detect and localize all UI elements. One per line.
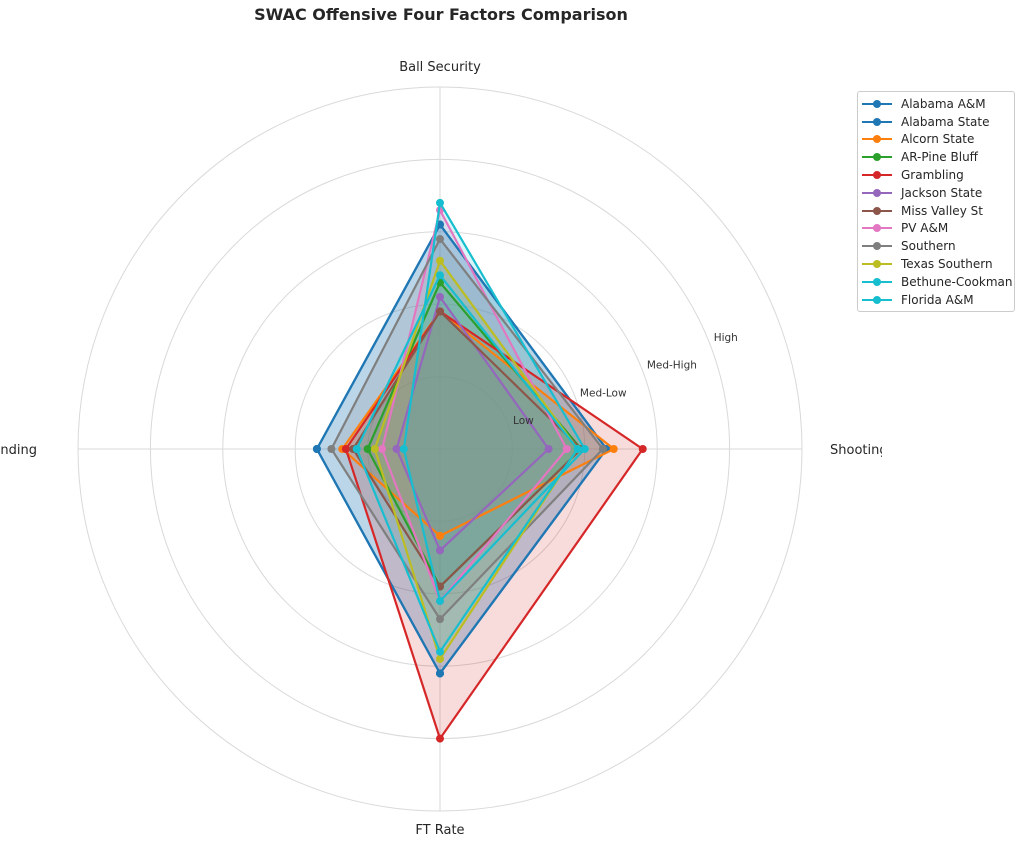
legend-label: PV A&M [901, 221, 949, 236]
legend-swatch [862, 116, 892, 128]
data-point [352, 445, 361, 453]
axis-label: Ball Security [399, 60, 481, 75]
data-point [436, 669, 444, 678]
legend-swatch [862, 98, 892, 110]
axis-labels: Shooting Ball Security Off Rebounding FT Ra… [0, 60, 882, 838]
axis-label: Shooting [830, 443, 882, 458]
legend-item: PV A&M [858, 220, 1014, 238]
legend-swatch [862, 187, 892, 199]
data-point [436, 271, 444, 280]
data-point [363, 445, 372, 453]
data-point [370, 445, 379, 453]
axis-label: Off Rebounding [0, 443, 37, 458]
legend-label: Bethune-Cookman [901, 274, 1013, 289]
legend-label: Alcorn State [901, 132, 975, 147]
data-point [598, 445, 607, 453]
data-point [544, 445, 553, 453]
legend-item: Miss Valley St [858, 202, 1014, 220]
legend-label: Jackson State [901, 185, 983, 200]
data-point [562, 445, 571, 453]
data-point [436, 198, 444, 207]
legend-label: AR-Pine Bluff [901, 150, 978, 165]
chart-title: SWAC Offensive Four Factors Comparison [254, 5, 628, 24]
legend-label: Alabama State [901, 114, 990, 129]
legend-label: Florida A&M [901, 292, 974, 307]
data-point [609, 445, 618, 453]
data-point [327, 445, 336, 453]
data-point [436, 654, 444, 663]
series-area [356, 275, 578, 652]
data-point [341, 445, 350, 453]
data-point [638, 445, 647, 453]
legend-swatch [862, 205, 892, 217]
legend-item: Southern [858, 237, 1014, 255]
legend: Alabama A&M Alabama State Alcorn State AR-P… [857, 91, 1015, 312]
legend-swatch [862, 222, 892, 234]
legend-item: AR-Pine Bluff [858, 148, 1014, 166]
legend-item: Bethune-Cookman [858, 273, 1014, 291]
legend-item: Alabama A&M [858, 95, 1014, 113]
legend-label: Alabama A&M [901, 96, 986, 111]
grid [77, 86, 803, 812]
data-point [436, 647, 444, 656]
legend-item: Alabama State [858, 113, 1014, 131]
series-area [345, 311, 643, 739]
radar-chart: Low Med-Low Med-High High Shooting Ball Secur… [0, 60, 882, 838]
series-area [403, 202, 585, 602]
legend-swatch [862, 276, 892, 288]
data-point [436, 546, 444, 555]
legend-swatch [862, 240, 892, 252]
legend-item: Florida A&M [858, 291, 1014, 309]
legend-label: Grambling [901, 168, 964, 183]
series-area [353, 311, 582, 587]
ring-labels: Low Med-Low Med-High High [513, 332, 738, 427]
legend-swatch [862, 133, 892, 145]
data-point [378, 445, 387, 453]
legend-item: Jackson State [858, 184, 1014, 202]
data-point [436, 531, 444, 540]
legend-swatch [862, 258, 892, 270]
data-point [312, 445, 321, 453]
legend-item: Texas Southern [858, 255, 1014, 273]
data-point [436, 292, 444, 301]
series-area [396, 297, 549, 551]
data-point [436, 734, 444, 743]
series-area [367, 282, 582, 587]
data-point [436, 307, 444, 316]
data-point [436, 256, 444, 265]
legend-swatch [862, 151, 892, 163]
data-point [399, 445, 408, 453]
legend-swatch [862, 169, 892, 181]
data-point [580, 445, 589, 453]
series-lines [312, 198, 647, 743]
legend-label: Miss Valley St [901, 203, 983, 218]
legend-label: Texas Southern [901, 257, 993, 272]
data-point [573, 445, 582, 453]
data-point [392, 445, 401, 453]
axis-label: FT Rate [415, 823, 464, 838]
legend-item: Grambling [858, 166, 1014, 184]
data-point [436, 235, 444, 244]
legend-swatch [862, 294, 892, 306]
legend-item: Alcorn State [858, 131, 1014, 149]
data-point [436, 597, 444, 606]
ring-label: Low [513, 415, 534, 427]
ring-label: Med-High [647, 360, 697, 372]
ring-label: High [714, 332, 738, 344]
data-point [436, 615, 444, 624]
legend-label: Southern [901, 239, 956, 254]
ring-label: Med-Low [580, 387, 627, 399]
